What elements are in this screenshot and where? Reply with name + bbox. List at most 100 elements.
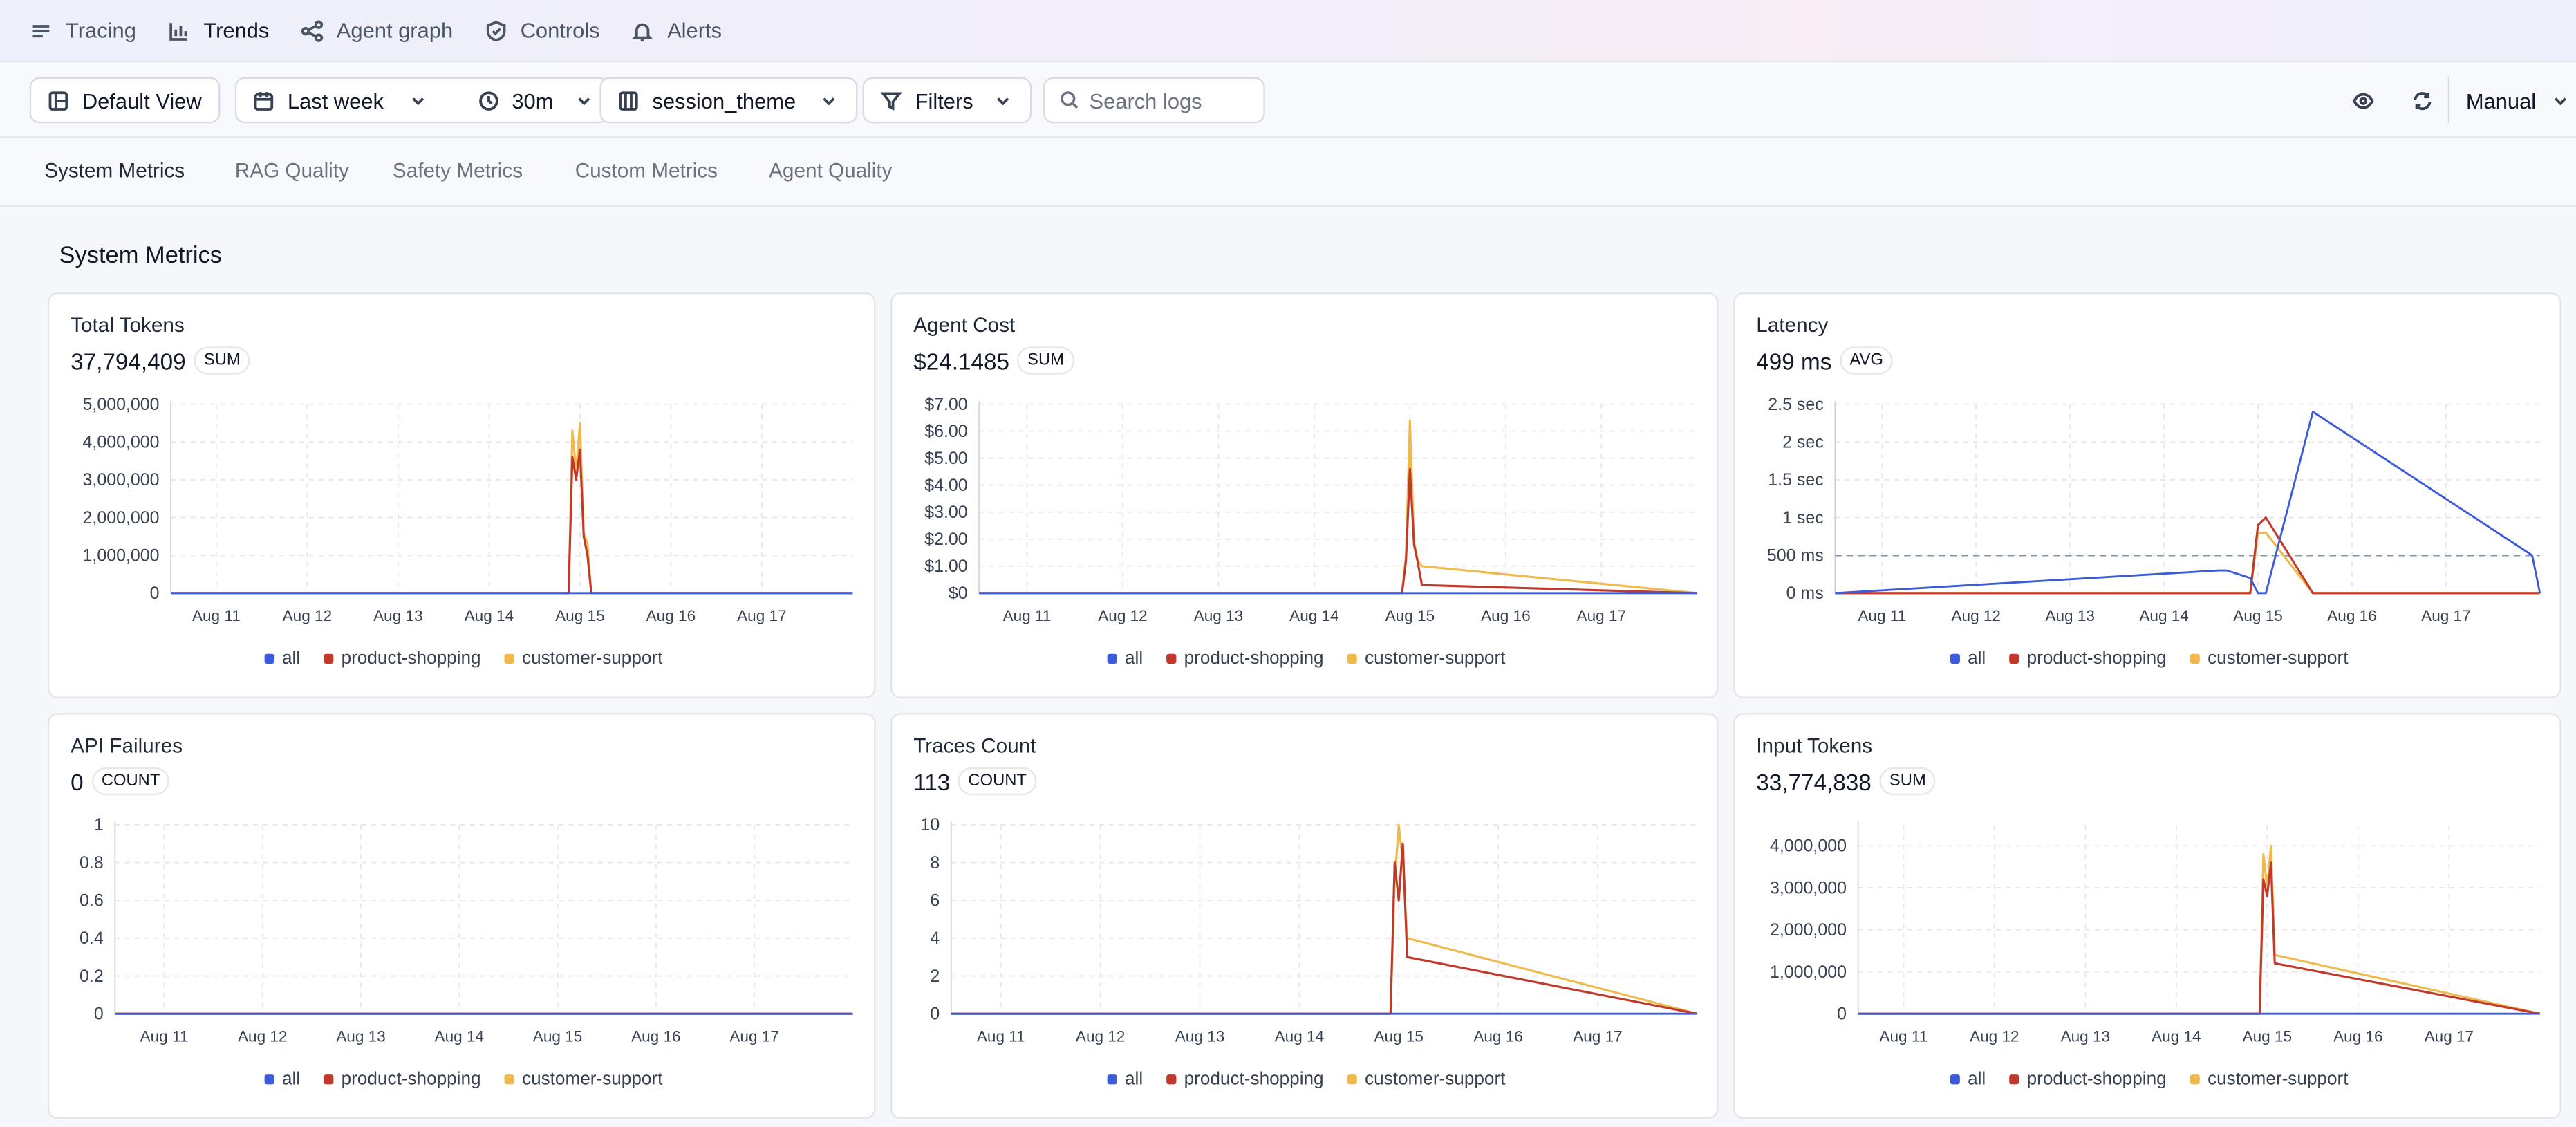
- metric-card: Total Tokens 37,794,409 SUM 0 1,000,000 2,000…: [47, 292, 876, 698]
- legend-swatch: [1949, 653, 1960, 664]
- legend-item[interactable]: customer-support: [503, 649, 663, 669]
- legend-item[interactable]: all: [263, 649, 301, 669]
- card-title: Agent Cost: [913, 313, 1016, 337]
- metric-card: Traces Count 113 COUNT 0 2 4 6 8 10 Aug 11 Aug 12 A…: [890, 713, 1719, 1119]
- y-tick-label: $2.00: [924, 530, 967, 549]
- legend-item[interactable]: product-shopping: [2008, 1069, 2167, 1090]
- y-tick-label: 1,000,000: [83, 546, 160, 566]
- y-tick-label: 2,000,000: [83, 508, 160, 528]
- legend-swatch: [1346, 1074, 1357, 1085]
- x-tick-label: Aug 16: [2327, 607, 2377, 624]
- legend-item[interactable]: all: [1106, 649, 1144, 669]
- time-range-label: Last week: [287, 88, 384, 113]
- legend-item[interactable]: customer-support: [2189, 1069, 2349, 1090]
- nav-controls-label: Controls: [520, 18, 600, 43]
- legend-item[interactable]: all: [1949, 649, 1986, 669]
- card-title: Traces Count: [913, 734, 1036, 758]
- legend-item[interactable]: customer-support: [503, 1070, 662, 1089]
- legend-swatch: [263, 653, 274, 664]
- y-tick-label: 0: [150, 584, 160, 603]
- x-tick-label: Aug 12: [238, 1028, 288, 1045]
- time-range-select[interactable]: Last week: [253, 88, 428, 113]
- visibility-button[interactable]: [2348, 86, 2378, 115]
- legend-label: customer-support: [521, 649, 663, 669]
- chart: 0 1,000,000 2,000,000 3,000,000 4,000,000 5,0…: [83, 395, 853, 624]
- tab-custom-metrics[interactable]: Custom Metrics: [575, 159, 718, 183]
- y-tick-label: 2 sec: [1782, 433, 1824, 452]
- y-tick-label: 2: [930, 967, 940, 986]
- chevron-down-icon: [2554, 97, 2566, 105]
- legend-label: product-shopping: [2026, 1069, 2167, 1090]
- group-by-select[interactable]: session_theme: [599, 77, 859, 124]
- tab-system-metrics[interactable]: System Metrics: [44, 159, 185, 183]
- list-icon: [32, 24, 50, 37]
- series-line-customer-support[interactable]: [951, 823, 1698, 1015]
- nav-tracing[interactable]: Tracing: [30, 0, 136, 62]
- nav-alerts[interactable]: Alerts: [631, 0, 722, 62]
- x-tick-label: Aug 14: [2152, 1028, 2201, 1045]
- x-tick-label: Aug 14: [1289, 607, 1339, 624]
- legend-item[interactable]: product-shopping: [323, 1069, 481, 1090]
- tab-agent-quality[interactable]: Agent Quality: [769, 159, 893, 183]
- default-view-button[interactable]: Default View: [29, 77, 220, 124]
- legend-item[interactable]: customer-support: [1346, 649, 1505, 669]
- x-tick-label: Aug 15: [1385, 607, 1435, 624]
- chevron-down-icon: [823, 97, 836, 105]
- nav-agent-graph[interactable]: Agent graph: [301, 0, 453, 62]
- legend-item[interactable]: product-shopping: [1166, 1070, 1324, 1089]
- card-value-row: 0 COUNT: [71, 767, 170, 796]
- tab-rag-quality[interactable]: RAG Quality: [234, 159, 349, 183]
- card-value-row: $24.1485 SUM: [913, 346, 1074, 375]
- y-tick-label: 500 ms: [1767, 546, 1824, 566]
- series-line-customer-support[interactable]: [171, 422, 853, 595]
- card-value: 33,774,838: [1756, 767, 1872, 794]
- legend-swatch: [1106, 653, 1117, 664]
- search-input[interactable]: [1089, 88, 1254, 113]
- legend-item[interactable]: customer-support: [1346, 1070, 1505, 1089]
- aggregation-badge: SUM: [1017, 346, 1074, 375]
- refresh-mode-select[interactable]: Manual: [2447, 77, 2570, 124]
- series-line-all[interactable]: [1835, 411, 2541, 595]
- y-tick-label: 0.6: [80, 891, 104, 911]
- y-tick-label: 3,000,000: [83, 470, 160, 490]
- legend-swatch: [1106, 1074, 1117, 1085]
- series-line-product-shopping[interactable]: [951, 842, 1698, 1015]
- legend-item[interactable]: product-shopping: [323, 649, 481, 669]
- legend-label: all: [1125, 649, 1144, 669]
- legend-item[interactable]: product-shopping: [2008, 649, 2167, 669]
- series-line-product-shopping[interactable]: [1835, 516, 2540, 595]
- card-value-row: 33,774,838 SUM: [1756, 767, 1936, 796]
- nav-trends[interactable]: Trends: [167, 0, 269, 62]
- legend-label: all: [281, 649, 301, 669]
- legend-label: all: [1968, 649, 1986, 669]
- legend-swatch: [503, 1074, 514, 1085]
- series-line-customer-support[interactable]: [1835, 531, 2540, 595]
- interval-select[interactable]: 30m: [477, 88, 594, 113]
- legend-swatch: [2189, 653, 2200, 664]
- series-line-product-shopping[interactable]: [171, 448, 853, 595]
- legend-item[interactable]: product-shopping: [1166, 649, 1324, 669]
- series-line-customer-support[interactable]: [979, 419, 1697, 595]
- tab-safety-metrics[interactable]: Safety Metrics: [392, 159, 523, 183]
- nav-controls[interactable]: Controls: [484, 0, 600, 62]
- x-tick-label: Aug 11: [977, 1028, 1025, 1045]
- y-tick-label: $1.00: [924, 557, 967, 576]
- y-tick-label: $6.00: [924, 422, 967, 441]
- legend-item[interactable]: all: [1106, 1070, 1143, 1089]
- series-line-product-shopping[interactable]: [979, 467, 1697, 595]
- legend-item[interactable]: customer-support: [2189, 649, 2348, 669]
- y-tick-label: 0: [930, 1004, 940, 1023]
- legend-label: customer-support: [2208, 1069, 2349, 1090]
- metric-card: Input Tokens 33,774,838 SUM 0 1,000,000 2,000…: [1733, 713, 2561, 1119]
- legend-swatch: [1166, 653, 1176, 664]
- filters-button[interactable]: Filters: [862, 77, 1033, 124]
- legend-item[interactable]: all: [263, 1070, 300, 1089]
- legend-label: product-shopping: [341, 1069, 481, 1090]
- nav-alerts-label: Alerts: [667, 18, 722, 43]
- y-tick-label: $4.00: [924, 476, 967, 495]
- legend-item[interactable]: all: [1949, 1070, 1986, 1089]
- refresh-button[interactable]: [2407, 86, 2436, 115]
- chart-legend: all product-shopping customer-support: [892, 1070, 1720, 1089]
- legend-swatch: [1166, 1074, 1176, 1085]
